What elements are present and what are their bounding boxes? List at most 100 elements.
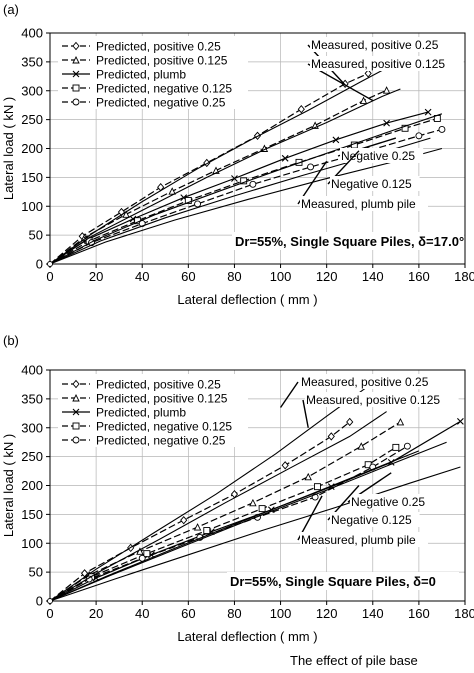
x-tick-label: 60 — [181, 269, 195, 284]
x-tick-label: 120 — [316, 269, 338, 284]
x-tick-label: 100 — [270, 606, 292, 621]
series-measured-plumb-pile — [49, 450, 420, 602]
point-s2-p7 — [383, 119, 390, 127]
annotation-bg — [300, 196, 428, 211]
annotation-bg — [300, 532, 428, 547]
legend-entry: Predicted, negative 0.125 — [96, 420, 232, 434]
series-predicted-positive-0-25 — [49, 417, 354, 602]
point-s1-p3 — [193, 523, 202, 531]
point-s1-p8 — [382, 86, 391, 94]
point-s0-p5 — [281, 461, 289, 470]
y-tick-label: 250 — [21, 449, 43, 464]
point-s4-p3 — [194, 200, 202, 208]
point-s2-plegend — [72, 408, 80, 416]
series-predicted-positive-0-25 — [49, 69, 372, 265]
point-s3-p3 — [184, 197, 192, 204]
panel-label: (b) — [3, 333, 19, 348]
point-s1-p7 — [359, 96, 368, 105]
annotation-label: Measured, positive 0.25 — [301, 375, 429, 389]
point-s2-p8 — [424, 108, 432, 116]
point-s4-p5 — [307, 163, 314, 171]
point-s0-p6 — [297, 105, 305, 114]
point-s1-p2 — [122, 210, 130, 218]
y-tick-label: 300 — [21, 83, 43, 98]
series-line — [49, 446, 397, 602]
x-tick-label: 180 — [454, 606, 474, 621]
chart-panel-a: (a) 0 20 40 60 80 100 120 140 160 180 0 50 100 150 200 2… — [1, 2, 474, 307]
point-s3-p7 — [401, 124, 409, 132]
point-s4-p4 — [249, 180, 257, 188]
annotation-label: Negative 0.125 — [331, 177, 412, 191]
annotation-bg — [330, 176, 420, 191]
point-s1-p7 — [396, 417, 405, 426]
series-line — [49, 128, 443, 265]
y-tick-label: 50 — [29, 228, 43, 243]
y-axis-title: Lateral load ( kN ) — [1, 97, 16, 200]
series-predicted-plumb — [49, 108, 432, 265]
origin-point — [47, 261, 53, 267]
legend-entry: Predicted, negative 0.125 — [96, 82, 232, 96]
x-axis-title: Lateral deflection ( mm ) — [177, 629, 317, 644]
series-measured-plumb-pile — [49, 113, 443, 265]
series-line — [49, 466, 461, 602]
point-s4-p8 — [438, 125, 446, 133]
series-line — [49, 411, 387, 602]
point-s0-p3 — [180, 515, 188, 525]
legend-entry: Predicted, plumb — [96, 406, 186, 420]
x-tick-label: 140 — [362, 269, 384, 284]
point-s3-p7 — [392, 443, 400, 451]
point-s0-plegend — [72, 379, 80, 389]
x-tick-label: 120 — [316, 606, 338, 621]
point-s4-plegend — [72, 98, 80, 106]
footer-caption: The effect of pile base — [290, 653, 418, 668]
x-tick-label: 100 — [270, 269, 292, 284]
x-tick-label: 0 — [46, 269, 53, 284]
y-tick-label: 400 — [21, 363, 43, 378]
point-s0-plegend — [72, 41, 80, 51]
point-s4-p7 — [403, 442, 411, 450]
series-line — [49, 70, 383, 265]
x-tick-label: 0 — [46, 606, 53, 621]
annotation-label: Measured, positive 0.125 — [311, 57, 445, 71]
x-tick-label: 20 — [89, 269, 103, 284]
y-tick-label: 350 — [21, 391, 43, 406]
point-s4-p7 — [415, 132, 423, 140]
annotation-leader — [302, 399, 309, 428]
series-measured-positive-0-125 — [49, 411, 387, 602]
condition-text: Dr=55%, Single Square Piles, δ=17.0° — [235, 234, 464, 249]
y-axis-title: Lateral load ( kN ) — [1, 434, 16, 537]
annotation-bg — [340, 148, 424, 163]
x-tick-label: 60 — [181, 606, 195, 621]
series-measured-positive-0-25 — [49, 385, 369, 602]
point-s3-plegend — [72, 422, 80, 430]
legend-entry: Predicted, plumb — [96, 68, 186, 82]
series-line — [49, 113, 443, 265]
annotation-label: Measured, positive 0.125 — [306, 393, 440, 407]
legend-entry: Predicted, positive 0.25 — [96, 40, 221, 54]
y-tick-label: 400 — [21, 26, 43, 41]
series-line — [49, 441, 447, 602]
annotation-leader — [279, 381, 299, 408]
y-tick-label: 200 — [21, 141, 43, 156]
point-s3-p2 — [143, 550, 151, 558]
series-measured-positive-0-125 — [49, 88, 401, 265]
x-tick-label: 140 — [362, 606, 384, 621]
series-line — [49, 421, 351, 602]
legend-box — [58, 374, 248, 447]
series-line — [49, 450, 420, 602]
x-tick-label: 80 — [227, 606, 241, 621]
point-s2-plegend — [72, 70, 80, 78]
y-tick-label: 50 — [29, 565, 43, 580]
annotation-label: Negative 0.125 — [331, 513, 412, 527]
point-s1-p2 — [136, 547, 144, 555]
y-tick-label: 100 — [21, 536, 43, 551]
y-tick-label: 0 — [36, 257, 43, 272]
point-s2-p4 — [231, 175, 238, 182]
point-s1-p3 — [168, 187, 176, 195]
y-tick-label: 200 — [21, 478, 43, 493]
point-s1-p6 — [357, 442, 365, 450]
series-line — [49, 445, 408, 602]
